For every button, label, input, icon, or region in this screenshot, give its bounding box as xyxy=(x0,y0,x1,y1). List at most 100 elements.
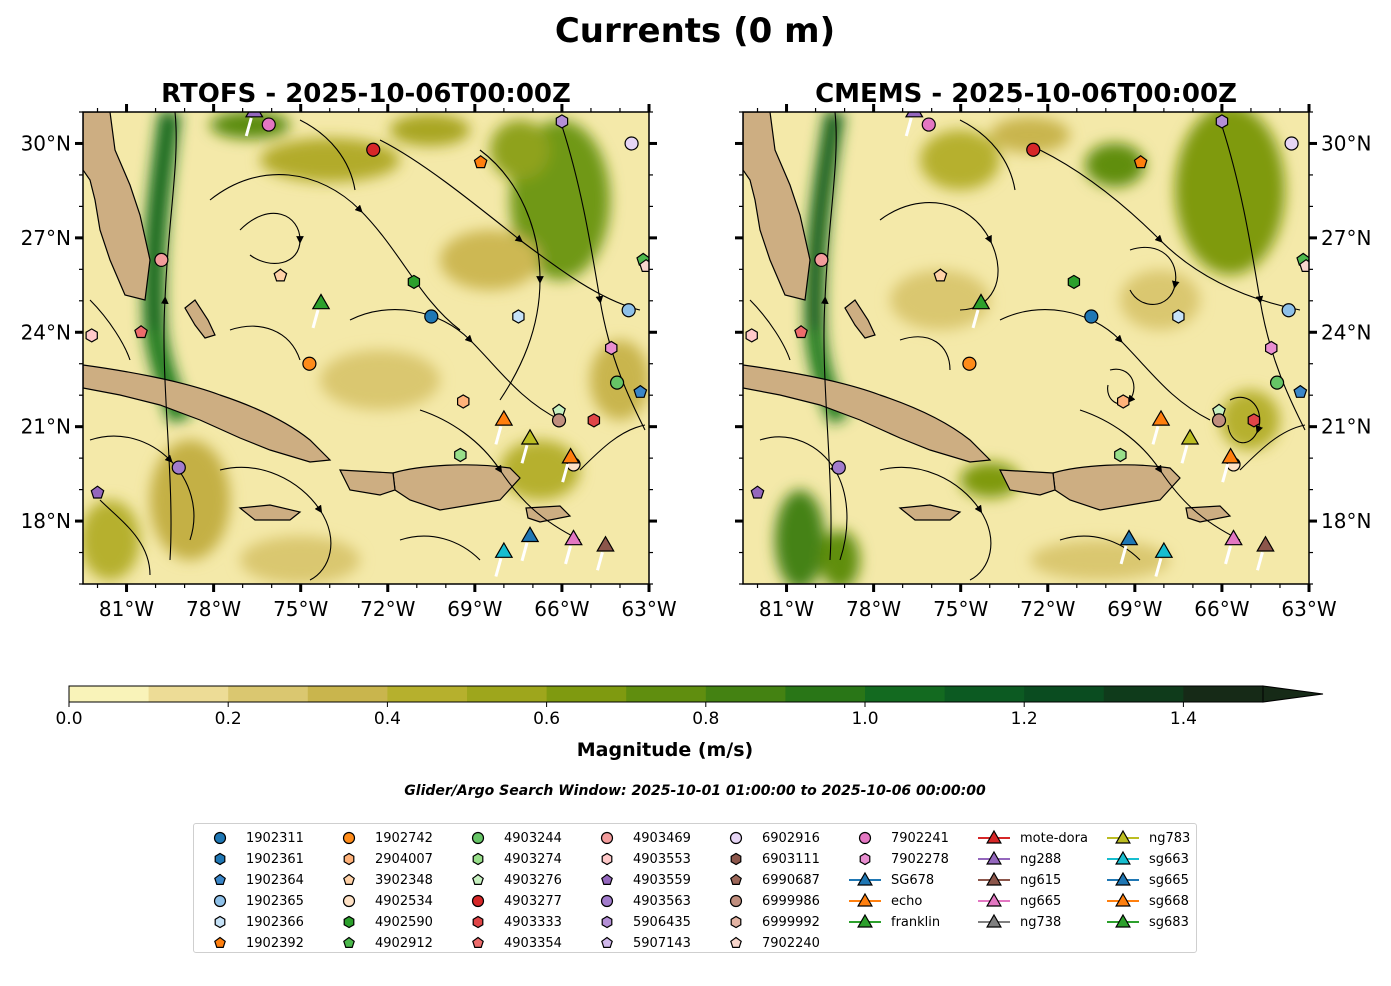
colorbar-segment xyxy=(69,686,150,702)
legend-label: 4902590 xyxy=(375,915,433,930)
legend-float-symbol xyxy=(214,873,226,885)
legend-swatch xyxy=(730,873,742,885)
legend-label: ng615 xyxy=(1020,873,1062,888)
legend-label: 1902392 xyxy=(246,936,304,951)
legend-label: 4902534 xyxy=(375,894,433,909)
legend-glider-symbol xyxy=(1115,892,1131,907)
legend-label: sg665 xyxy=(1149,873,1189,888)
x-tick-label: 72°W xyxy=(1020,597,1075,621)
float-marker-3902348 xyxy=(933,268,948,282)
legend-float-symbol xyxy=(471,894,485,908)
legend-label: 4902912 xyxy=(375,936,433,951)
float-marker-1902742 xyxy=(302,356,317,371)
float-marker-6902916 xyxy=(1284,136,1299,151)
legend-label: sg683 xyxy=(1149,915,1189,930)
glider-track xyxy=(494,425,503,445)
x-tick-label: 72°W xyxy=(360,597,415,621)
x-tick-label: 69°W xyxy=(447,597,502,621)
legend-float-symbol xyxy=(213,831,227,845)
legend-float-symbol xyxy=(729,831,743,845)
colorbar: 0.0 0.2 0.4 0.6 0.8 1.0 1.2 1.4 xyxy=(55,685,1324,729)
legend-swatch xyxy=(729,894,743,908)
float-marker-7902240 xyxy=(1299,258,1309,272)
legend-swatch xyxy=(978,871,1010,886)
legend-label: 4903277 xyxy=(504,894,562,909)
legend-swatch xyxy=(849,892,881,907)
legend-label: 1902366 xyxy=(246,915,304,930)
legend-swatch xyxy=(342,894,356,908)
y-tick-label: 21°N xyxy=(21,415,71,439)
legend-swatch xyxy=(730,915,742,929)
glider-track xyxy=(244,117,253,137)
float-marker-7902240 xyxy=(639,258,649,272)
legend-float-symbol xyxy=(858,831,872,845)
float-marker-1902311 xyxy=(424,309,439,324)
legend-label: 7902241 xyxy=(891,831,949,846)
glider-track xyxy=(561,463,570,483)
glider-marker-sg663 xyxy=(494,541,514,558)
legend-label: 6902916 xyxy=(762,831,820,846)
x-tick-label: 78°W xyxy=(846,597,901,621)
float-marker-1902366 xyxy=(512,309,525,324)
legend-label: ng665 xyxy=(1020,894,1062,909)
colorbar-tick-label: 0.4 xyxy=(374,709,401,729)
colorbar-segment xyxy=(1024,686,1105,702)
legend-float-symbol xyxy=(730,873,742,885)
colorbar-segment xyxy=(1183,686,1264,702)
legend-float-symbol xyxy=(343,852,355,866)
legend-glider-symbol xyxy=(1115,913,1131,928)
glider-track xyxy=(520,542,529,562)
colorbar-segment xyxy=(307,686,388,702)
legend-float-symbol xyxy=(342,831,356,845)
float-marker-6999986 xyxy=(1211,413,1227,428)
glider-marker-ng615 xyxy=(1256,535,1275,552)
rtofs-observation-markers xyxy=(85,112,649,577)
legend-swatch xyxy=(601,915,613,929)
colorbar-segment xyxy=(705,686,786,702)
glider-marker-ng783 xyxy=(520,428,540,445)
glider-marker-ng288 xyxy=(904,112,924,118)
legend-swatch xyxy=(471,894,485,908)
rtofs-axes-frame xyxy=(82,111,650,585)
glider-track xyxy=(1119,545,1128,565)
legend-float-symbol xyxy=(214,936,226,948)
float-marker-1902392 xyxy=(473,155,488,169)
glider-marker-sg665 xyxy=(520,526,540,543)
x-tick-label: 75°W xyxy=(273,597,328,621)
glider-track xyxy=(520,444,529,464)
legend-swatch xyxy=(343,936,355,948)
legend-label: 4903354 xyxy=(504,936,562,951)
legend-label: ng783 xyxy=(1149,831,1191,846)
legend-swatch xyxy=(849,913,881,928)
float-marker-4903333 xyxy=(1247,413,1261,428)
glider-marker-echo xyxy=(1221,447,1240,464)
legend-swatch xyxy=(978,913,1010,928)
legend-swatch xyxy=(1107,829,1139,844)
legend-swatch xyxy=(978,829,1010,844)
legend-swatch xyxy=(1107,913,1139,928)
legend-float-symbol xyxy=(214,852,226,866)
y-tick-label: 18°N xyxy=(21,509,71,533)
x-tick-label: 75°W xyxy=(933,597,988,621)
y-tick-label: 21°N xyxy=(1321,415,1371,439)
float-marker-1902366 xyxy=(1172,309,1185,324)
legend-swatch xyxy=(600,831,614,845)
float-marker-1902742 xyxy=(962,356,977,371)
legend-float-symbol xyxy=(600,894,614,908)
glider-track xyxy=(494,558,503,577)
glider-track xyxy=(564,545,572,565)
legend-float-symbol xyxy=(729,894,743,908)
legend-swatch xyxy=(601,852,613,866)
legend-glider-symbol xyxy=(1115,850,1131,865)
colorbar-segment xyxy=(387,686,468,702)
legend-float-symbol xyxy=(859,852,871,866)
x-tick-label: 66°W xyxy=(1194,597,1249,621)
glider-marker-ng783 xyxy=(1180,428,1200,445)
legend-swatch xyxy=(343,852,355,866)
y-tick-label: 24°N xyxy=(21,320,71,344)
legend-label: ng288 xyxy=(1020,852,1062,867)
legend-float-symbol xyxy=(343,936,355,948)
legend-label: 2904007 xyxy=(375,852,433,867)
cmems-axes-frame xyxy=(742,111,1310,585)
legend-glider-symbol xyxy=(857,871,873,886)
